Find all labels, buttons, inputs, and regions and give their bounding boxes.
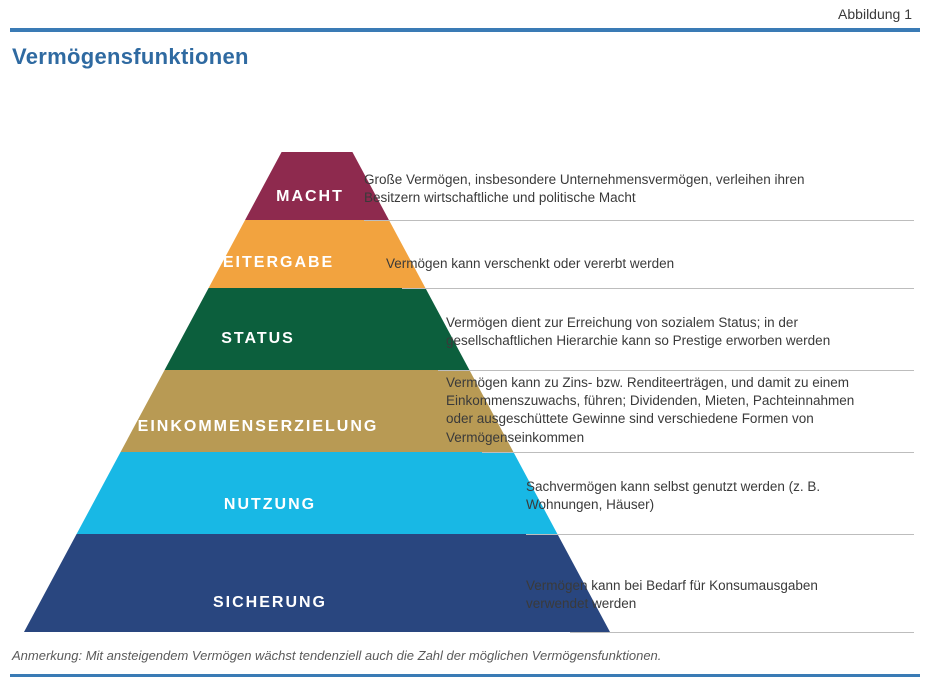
layer-description-nutzung: Sachvermögen kann selbst genutzt werden … [526, 478, 856, 514]
pyramid-svg [10, 80, 920, 634]
layer-description-macht: Große Vermögen, insbesondere Unternehmen… [364, 171, 856, 207]
layer-description-sicherung: Vermögen kann bei Bedarf für Konsumausga… [526, 577, 856, 613]
layer-separator-sicherung [570, 632, 914, 633]
bottom-rule [10, 674, 920, 677]
figure-caption: Abbildung 1 [838, 6, 912, 22]
layer-separator-nutzung [526, 534, 914, 535]
layer-separator-macht [364, 220, 914, 221]
layer-description-weitergabe: Vermögen kann verschenkt oder vererbt we… [386, 255, 856, 273]
layer-separator-einkommenserzielung [482, 452, 914, 453]
pyramid-layer-sicherung [24, 534, 610, 632]
figure-title: Vermögensfunktionen [12, 44, 249, 70]
figure-page: Abbildung 1 Vermögensfunktionen SICHERUN… [0, 0, 930, 696]
layer-separator-weitergabe [402, 288, 914, 289]
layer-description-einkommenserzielung: Vermögen kann zu Zins- bzw. Renditeerträ… [446, 374, 856, 447]
layer-separator-status [438, 370, 914, 371]
figure-footnote: Anmerkung: Mit ansteigendem Vermögen wäc… [12, 648, 661, 663]
pyramid-layer-status [165, 288, 470, 370]
pyramid-diagram: SICHERUNGVermögen kann bei Bedarf für Ko… [10, 80, 920, 634]
pyramid-layer-nutzung [77, 452, 558, 534]
pyramid-layer-weitergabe [209, 220, 426, 288]
layer-description-status: Vermögen dient zur Erreichung von sozial… [446, 314, 856, 350]
top-rule [10, 28, 920, 32]
